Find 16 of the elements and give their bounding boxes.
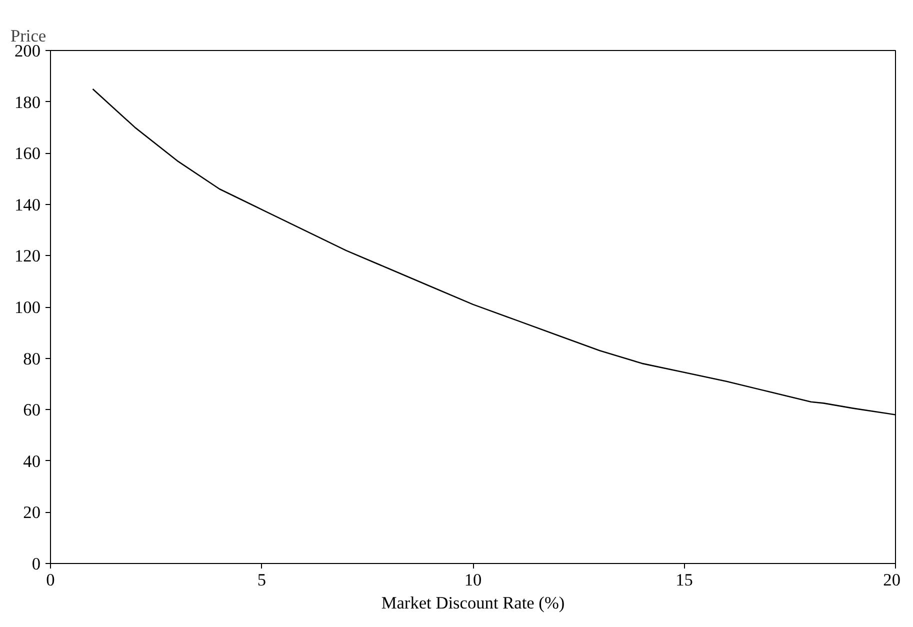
y-tick-label: 80 [23, 349, 40, 368]
y-tick-label: 0 [32, 554, 41, 574]
y-tick-label: 20 [23, 503, 40, 522]
x-tick-label: 5 [257, 570, 266, 590]
x-tick-label: 15 [676, 570, 693, 590]
x-tick-label: 20 [883, 570, 900, 590]
x-tick-label: 0 [46, 570, 55, 590]
x-tick-label: 10 [464, 570, 482, 590]
y-tick-label: 100 [14, 298, 41, 317]
y-tick-label: 160 [14, 144, 41, 164]
x-axis-title: Market Discount Rate (%) [381, 594, 565, 612]
y-tick-label: 60 [23, 400, 40, 420]
y-tick-label: 180 [14, 92, 41, 112]
y-tick-label: 140 [14, 195, 41, 214]
y-tick-label: 120 [14, 246, 41, 266]
y-tick-label: 40 [23, 452, 40, 471]
